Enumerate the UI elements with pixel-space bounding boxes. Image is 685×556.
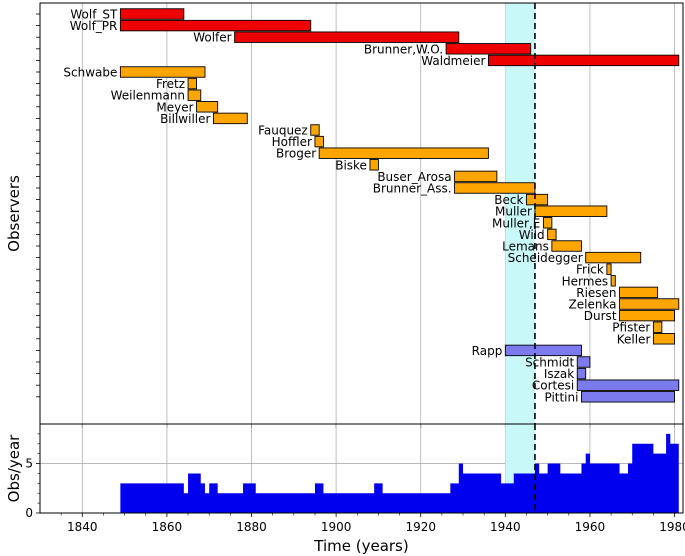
- bar-wolf-pr: [119, 19, 312, 32]
- label-durst: Durst: [584, 309, 617, 323]
- top-y-ticks: [36, 13, 40, 398]
- label-billwiller: Billwiller: [160, 112, 210, 126]
- bar-zelenka: [619, 298, 680, 310]
- y-tick-labels: 05: [25, 433, 40, 520]
- bar-frick: [606, 263, 612, 275]
- bar-muller: [534, 205, 608, 217]
- x-tick-label-1940: 1940: [490, 520, 521, 534]
- bar-wolf-st: [119, 8, 185, 20]
- label-keller: Keller: [617, 332, 651, 346]
- label-scheidegger: Scheidegger: [508, 251, 583, 265]
- label-weilenmann: Weilenmann: [111, 89, 185, 103]
- label-wolfer: Wolfer: [193, 31, 231, 45]
- label-hoffler: Hoffler: [272, 135, 312, 149]
- label-beck: Beck: [494, 193, 523, 207]
- top-x-ticks: [81, 424, 675, 428]
- bar-fauquez: [310, 124, 320, 136]
- y-tick-label-5: 5: [25, 457, 33, 471]
- label-wolf-st: Wolf_ST: [70, 8, 118, 22]
- bar-wild: [547, 228, 557, 241]
- bar-schmidt: [576, 356, 591, 368]
- bar-keller: [652, 333, 675, 345]
- label-muller: Muller: [495, 205, 532, 219]
- bar-iszak: [576, 367, 587, 380]
- label-brunner-ass-: Brunner_Ass.: [373, 182, 452, 196]
- bar-hoffler: [314, 135, 324, 148]
- label-wild: Wild: [519, 228, 545, 242]
- x-tick-label-1920: 1920: [405, 520, 436, 534]
- bar-fretz: [187, 77, 197, 90]
- x-tick-label-1900: 1900: [321, 520, 352, 534]
- bar-waldmeier: [487, 54, 680, 67]
- label-rapp: Rapp: [472, 344, 503, 358]
- x-tick-label-1880: 1880: [236, 520, 267, 534]
- x-tick-label-1860: 1860: [152, 520, 183, 534]
- bar-muller-e: [542, 217, 553, 229]
- y-axis-label-obs-per-year: Obs/year: [5, 434, 23, 502]
- bar-buser-arosa: [454, 170, 498, 183]
- label-waldmeier: Waldmeier: [421, 54, 485, 68]
- y-tick-label-0: 0: [25, 506, 33, 520]
- bar-pittini: [581, 391, 675, 403]
- label-zelenka: Zelenka: [569, 298, 617, 312]
- label-biske: Biske: [335, 158, 367, 172]
- bar-biske: [369, 159, 379, 171]
- label-cortesi: Cortesi: [532, 379, 574, 393]
- x-axis-label-time: Time (years): [313, 537, 408, 555]
- observer-bars: [119, 8, 680, 403]
- bar-scheidegger: [585, 251, 642, 264]
- label-buser-arosa: Buser_Arosa: [377, 170, 451, 184]
- bar-pfister: [652, 321, 663, 333]
- bar-riesen: [619, 286, 659, 299]
- bar-cortesi: [576, 379, 680, 391]
- label-schmidt: Schmidt: [525, 356, 574, 370]
- x-tick-label-1840: 1840: [67, 520, 98, 534]
- label-lemans: Lemans: [502, 240, 549, 254]
- obs-per-year-bars: [120, 433, 679, 513]
- bar-brunner-w-o-: [445, 43, 532, 55]
- label-schwabe: Schwabe: [63, 66, 117, 80]
- bar-durst: [619, 309, 675, 322]
- label-frick: Frick: [576, 263, 604, 277]
- label-muller-e: Muller,E: [492, 216, 540, 230]
- label-riesen: Riesen: [576, 286, 616, 300]
- label-iszak: Iszak: [544, 367, 574, 381]
- bottom-axes-frame: [39, 423, 684, 514]
- bar-schwabe: [119, 66, 206, 78]
- bar-brunner-ass-: [454, 182, 536, 194]
- label-broger: Broger: [276, 147, 316, 161]
- label-brunner-w-o-: Brunner,W.O.: [364, 42, 443, 56]
- bar-beck: [526, 193, 549, 206]
- label-meyer: Meyer: [156, 100, 193, 114]
- bar-weilenmann: [187, 89, 202, 101]
- label-fauquez: Fauquez: [258, 124, 308, 138]
- bar-meyer: [196, 101, 219, 113]
- bar-billwiller: [212, 112, 248, 125]
- label-pittini: Pittini: [544, 390, 578, 404]
- label-wolf-pr: Wolf_PR: [70, 19, 118, 33]
- x-tick-label-1960: 1960: [575, 520, 606, 534]
- label-pfister: Pfister: [612, 321, 650, 335]
- bar-hermes: [610, 275, 616, 287]
- bar-lemans: [551, 240, 582, 252]
- bar-broger: [318, 147, 489, 159]
- y-axis-label-observers: Observers: [5, 175, 23, 252]
- label-hermes: Hermes: [562, 274, 608, 288]
- bar-wolfer: [234, 31, 460, 43]
- label-fretz: Fretz: [156, 77, 185, 91]
- bar-rapp: [504, 344, 582, 357]
